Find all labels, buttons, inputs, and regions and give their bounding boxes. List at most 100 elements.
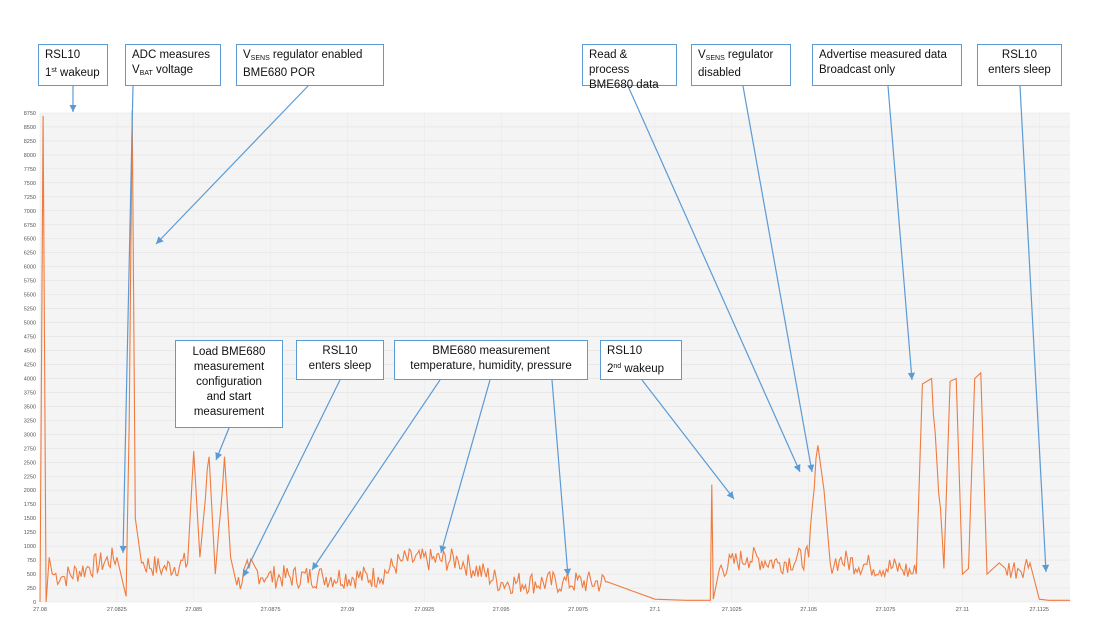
annotation-rsl10-enters-sleep-1: RSL10 enters sleep: [296, 340, 384, 380]
annotation-line: configuration: [196, 376, 262, 388]
x-tick-label: 27.1075: [876, 607, 896, 613]
x-tick-label: 27.0975: [568, 607, 588, 613]
annotation-line: Read & process: [589, 49, 630, 76]
y-tick-label: 8500: [24, 125, 36, 131]
annotation-line: temperature, humidity, pressure: [410, 360, 572, 372]
y-tick-label: 500: [27, 572, 36, 578]
y-tick-label: 7250: [24, 195, 36, 201]
annotation-line: Broadcast only: [819, 64, 896, 76]
annotation-arrows: [69, 85, 1050, 578]
x-tick-label: 27.1125: [1030, 607, 1049, 613]
annotation-line: enters sleep: [308, 360, 372, 372]
x-tick-label: 27.085: [185, 607, 202, 613]
x-tick-label: 27.1: [650, 607, 661, 613]
annotation-line: disabled: [698, 67, 741, 79]
y-tick-label: 2500: [24, 460, 36, 466]
annotation-line: ADC measures: [132, 49, 210, 61]
y-tick-label: 2250: [24, 474, 36, 480]
y-tick-label: 6500: [24, 237, 36, 243]
y-axis-ticks: 0 250 500 750 1000 1250 1500 1750 2000 2250 2500 27…: [24, 111, 36, 606]
annotation-arrow: [119, 85, 134, 554]
y-tick-label: 5250: [24, 307, 36, 313]
annotation-line: RSL10: [1001, 49, 1038, 61]
y-tick-label: 4500: [24, 349, 36, 355]
y-tick-label: 250: [27, 586, 36, 592]
x-tick-label: 27.0925: [414, 607, 434, 613]
annotation-line: Advertise measured data: [819, 49, 947, 61]
annotation-line: BME680 data: [589, 79, 659, 91]
x-tick-label: 27.0825: [107, 607, 127, 613]
y-tick-label: 3750: [24, 390, 36, 396]
y-tick-label: 0: [33, 600, 36, 606]
annotation-line: RSL10: [45, 49, 81, 61]
y-tick-label: 7000: [24, 209, 36, 215]
y-tick-label: 2750: [24, 446, 36, 452]
annotation-line: BME680 measurement: [432, 345, 550, 357]
y-tick-label: 4000: [24, 376, 36, 382]
y-tick-label: 4250: [24, 362, 36, 368]
annotation-arrow: [242, 379, 341, 578]
y-tick-label: 8250: [24, 139, 36, 145]
y-tick-label: 1000: [24, 544, 36, 550]
annotation-arrow: [887, 85, 916, 381]
x-tick-label: 27.095: [493, 607, 510, 613]
grid-lines: [39, 112, 1070, 603]
annotation-vsens-disabled: VSENS regulator disabled: [691, 44, 791, 86]
annotation-arrow: [1019, 85, 1050, 573]
y-tick-label: 7500: [24, 181, 36, 187]
x-tick-label: 27.11: [956, 607, 969, 613]
annotation-line: 2nd wakeup: [607, 363, 665, 375]
annotation-line: 1st wakeup: [45, 67, 100, 79]
y-tick-label: 1250: [24, 530, 36, 536]
annotation-line: and start: [206, 391, 252, 403]
y-tick-label: 5000: [24, 321, 36, 327]
y-tick-label: 3250: [24, 418, 36, 424]
annotation-line: BME680 POR: [243, 67, 316, 79]
x-tick-label: 27.105: [800, 607, 817, 613]
annotation-arrow: [215, 427, 230, 461]
annotation-adc-measures: ADC measures VBAT voltage: [125, 44, 221, 86]
y-tick-label: 7750: [24, 167, 36, 173]
annotation-load-bme680: Load BME680 measurement configuration an…: [175, 340, 283, 428]
y-tick-label: 6250: [24, 251, 36, 257]
y-tick-label: 1500: [24, 516, 36, 522]
annotation-line: measurement: [193, 406, 265, 418]
y-tick-label: 8000: [24, 153, 36, 159]
annotation-line: RSL10: [607, 345, 643, 357]
x-tick-label: 27.09: [341, 607, 355, 613]
annotation-line: RSL10: [322, 345, 358, 357]
series-line: [39, 110, 1070, 603]
x-axis-ticks: 27.08 27.0825 27.085 27.0875 27.09 27.0925 27.…: [33, 607, 1049, 613]
annotation-arrow: [641, 379, 735, 500]
annotation-read-process: Read & process BME680 data: [582, 44, 677, 91]
annotation-arrow: [551, 379, 572, 577]
y-tick-label: 8750: [24, 111, 36, 117]
annotation-line: VSENS regulator: [698, 49, 774, 62]
annotation-line: Load BME680: [192, 346, 266, 358]
y-tick-label: 5500: [24, 293, 36, 299]
annotation-bme680-measurement: BME680 measurement temperature, humidity…: [394, 340, 588, 380]
x-tick-label: 27.1025: [722, 607, 742, 613]
y-tick-label: 5750: [24, 279, 36, 285]
y-tick-label: 6000: [24, 265, 36, 271]
annotation-rsl10-first-wakeup: RSL10 1st wakeup: [38, 44, 108, 86]
y-tick-label: 750: [27, 558, 36, 564]
x-tick-label: 27.08: [33, 607, 47, 613]
annotation-line: VSENS regulator enabled: [243, 49, 363, 62]
annotation-rsl10-enters-sleep-2: RSL10 enters sleep: [977, 44, 1062, 86]
annotation-arrow: [627, 85, 801, 473]
annotation-arrow: [311, 379, 441, 571]
x-tick-label: 27.0875: [261, 607, 281, 613]
annotation-line: measurement: [193, 361, 265, 373]
annotation-line: VBAT voltage: [132, 64, 194, 77]
annotation-arrow: [742, 85, 815, 473]
y-tick-label: 4750: [24, 335, 36, 341]
y-tick-label: 6750: [24, 223, 36, 229]
annotation-arrow: [439, 379, 491, 554]
y-tick-label: 3500: [24, 404, 36, 410]
annotation-arrow: [155, 85, 309, 245]
annotation-rsl10-second-wakeup: RSL10 2nd wakeup: [600, 340, 682, 380]
y-tick-label: 3000: [24, 432, 36, 438]
y-tick-label: 2000: [24, 488, 36, 494]
